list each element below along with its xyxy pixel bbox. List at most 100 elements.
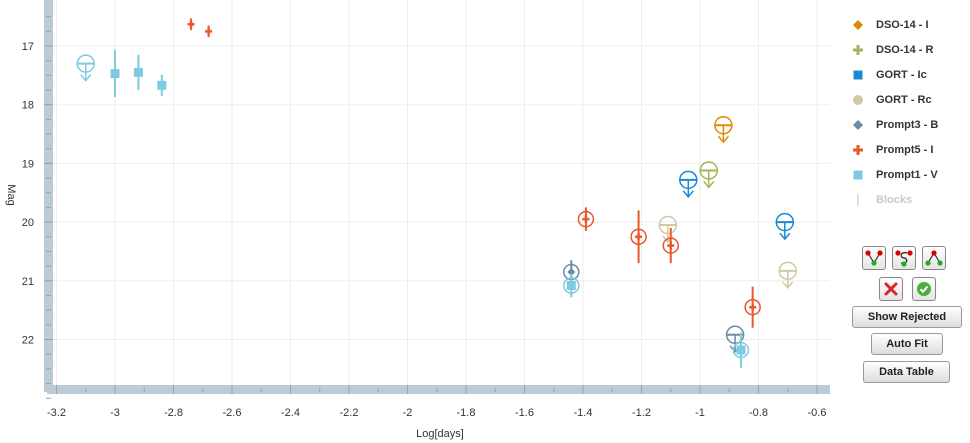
x-tick-label: -3.2 — [47, 407, 66, 419]
upper-limit-marker — [76, 54, 95, 82]
legend-circle-icon — [852, 94, 864, 106]
upper-limit-marker — [699, 161, 719, 189]
legend: DSO-14 - I DSO-14 - R GORT - Ic GORT - Rc Pr… — [852, 12, 967, 212]
y-tick-label: 17 — [22, 41, 34, 53]
x-tick-label: -2 — [403, 407, 413, 419]
legend-line-icon — [852, 193, 864, 206]
legend-label: Blocks — [876, 193, 913, 206]
upper-limit-arrow — [717, 135, 729, 144]
legend-item[interactable]: Prompt5 - I — [852, 137, 967, 162]
upper-limit-arrow — [80, 74, 92, 82]
data-point — [133, 54, 143, 91]
x-axis-ticks: -3.2 -3 -2.8 -2.6 -2.4 -2.2 -2 -1.8 -1.6 -1.4 -1.2… — [47, 385, 826, 419]
point-marker — [187, 20, 195, 28]
point-marker — [736, 345, 746, 355]
data-point — [744, 286, 761, 328]
legend-item[interactable]: Prompt1 - V — [852, 162, 967, 187]
x-tick-label: -0.8 — [749, 407, 768, 419]
legend-item[interactable]: Blocks — [852, 187, 967, 212]
x-tick-label: -1.2 — [632, 407, 651, 419]
series-6 — [76, 50, 750, 368]
y-tick-label: 22 — [22, 335, 34, 347]
x-tick-label: -2.6 — [223, 407, 242, 419]
legend-square-icon — [852, 69, 864, 81]
series-5 — [187, 18, 761, 328]
upper-limit-arrow — [779, 232, 791, 241]
upper-limit-arrow — [682, 190, 694, 199]
point-marker — [110, 69, 120, 79]
selection-ring — [699, 161, 719, 180]
accept-reject-toolbar — [879, 277, 936, 301]
accept-check-icon[interactable] — [912, 277, 936, 301]
show-rejected-button[interactable]: Show Rejected — [852, 306, 962, 328]
legend-plus-icon — [852, 144, 864, 156]
data-point — [577, 207, 595, 231]
selection-ring — [714, 115, 733, 135]
data-point — [662, 227, 679, 264]
legend-label: GORT - Rc — [876, 93, 932, 106]
selection-ring — [725, 325, 745, 345]
legend-item[interactable]: DSO-14 - I — [852, 12, 967, 37]
y-axis-ticks: 17 18 19 20 21 22 — [22, 16, 53, 399]
legend-item[interactable]: GORT - Ic — [852, 62, 967, 87]
x-tick-label: -1.6 — [515, 407, 534, 419]
data-table-button[interactable]: Data Table — [863, 361, 950, 383]
selection-ring — [744, 298, 761, 316]
x-tick-label: -1.8 — [457, 407, 476, 419]
selection-ring — [662, 237, 679, 254]
series-4 — [563, 260, 745, 353]
point-marker — [567, 267, 576, 276]
s-shape-fit-icon[interactable] — [892, 246, 916, 270]
legend-item[interactable]: Prompt3 - B — [852, 112, 967, 137]
series-0 — [714, 115, 733, 144]
auto-fit-button[interactable]: Auto Fit — [871, 333, 943, 355]
upper-limit-marker — [775, 212, 795, 241]
legend-item[interactable]: GORT - Rc — [852, 87, 967, 112]
selection-ring — [577, 210, 595, 228]
series-1 — [699, 161, 719, 189]
series-2 — [679, 170, 795, 241]
point-marker — [667, 242, 675, 250]
y-tick-label: 21 — [22, 276, 34, 288]
x-tick-label: -2.8 — [164, 407, 183, 419]
selection-ring — [679, 170, 698, 190]
upper-limit-marker — [679, 170, 698, 199]
legend-label: Prompt3 - B — [876, 118, 939, 131]
legend-label: Prompt1 - V — [876, 168, 938, 181]
point-marker — [582, 215, 590, 223]
legend-label: Prompt5 - I — [876, 143, 934, 156]
y-tick-label: 18 — [22, 100, 34, 112]
x-tick-label: -0.6 — [808, 407, 827, 419]
point-marker — [635, 233, 643, 241]
point-marker — [157, 80, 167, 90]
data-point — [110, 50, 120, 98]
grid — [53, 0, 830, 385]
x-tick-label: -2.2 — [340, 407, 359, 419]
upper-limit-marker — [778, 261, 797, 289]
point-marker — [205, 27, 213, 35]
data-point — [157, 74, 167, 96]
x-tick-label: -1.4 — [574, 407, 593, 419]
upper-limit-arrow — [782, 281, 794, 289]
legend-label: DSO-14 - R — [876, 43, 934, 56]
legend-item[interactable]: DSO-14 - R — [852, 37, 967, 62]
plot-background — [47, 0, 830, 390]
data-point — [732, 332, 750, 368]
selection-ring — [778, 261, 797, 281]
y-tick-label: 20 — [22, 217, 34, 229]
legend-label: DSO-14 - I — [876, 18, 929, 31]
y-axis-title: Mag — [5, 184, 17, 205]
legend-label: GORT - Ic — [876, 68, 927, 81]
selection-ring — [775, 212, 795, 232]
selection-ring — [658, 215, 678, 235]
selection-ring — [76, 54, 95, 73]
reject-x-icon[interactable] — [879, 277, 903, 301]
selection-ring — [630, 228, 647, 246]
caret-shape-fit-icon[interactable] — [922, 246, 946, 270]
y-axis-bar — [44, 0, 53, 392]
x-tick-label: -2.4 — [281, 407, 300, 419]
selection-ring — [732, 341, 750, 359]
v-shape-fit-icon[interactable] — [862, 246, 886, 270]
data-point — [187, 18, 195, 31]
